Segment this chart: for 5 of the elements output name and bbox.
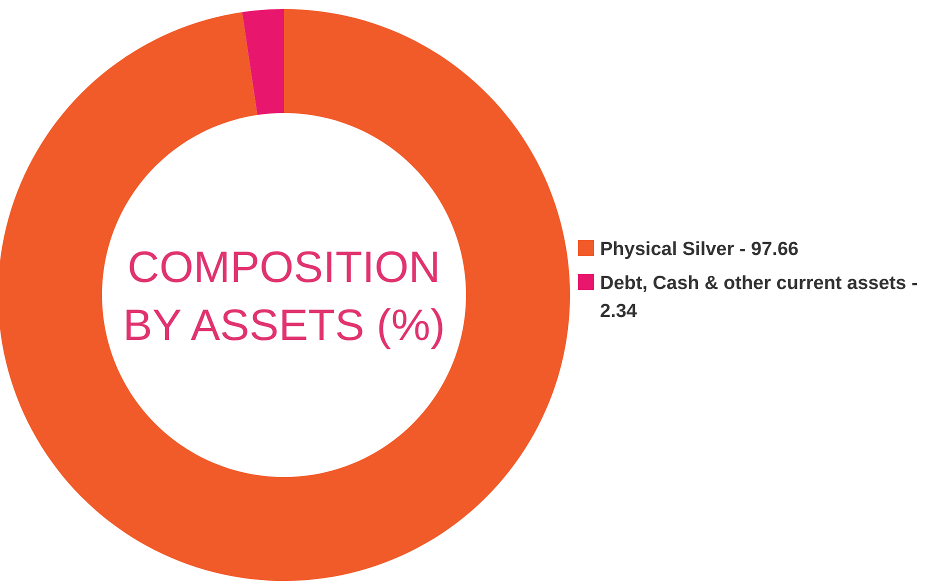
legend-label: Physical Silver - 97.66 bbox=[600, 239, 799, 260]
donut-slice bbox=[0, 9, 570, 581]
donut-slice bbox=[242, 9, 284, 115]
legend-label: Debt, Cash & other current assets - 2.34 bbox=[600, 273, 918, 322]
text: COMPOSITION BY ASSETS (%) bbox=[123, 243, 445, 350]
